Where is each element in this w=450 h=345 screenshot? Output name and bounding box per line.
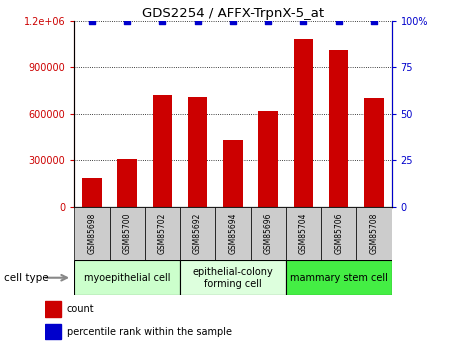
Bar: [294, 39, 313, 207]
Text: GSM85692: GSM85692: [193, 213, 202, 254]
Point: [229, 18, 237, 23]
Bar: [45, 324, 61, 339]
Text: GSM85702: GSM85702: [158, 213, 167, 254]
Point: [335, 18, 342, 23]
Point: [194, 18, 201, 23]
Text: myoepithelial cell: myoepithelial cell: [84, 273, 171, 283]
Bar: [145, 207, 180, 260]
Bar: [45, 301, 61, 317]
Bar: [329, 50, 348, 207]
Bar: [258, 111, 278, 207]
Bar: [74, 207, 109, 260]
Bar: [153, 95, 172, 207]
Text: mammary stem cell: mammary stem cell: [290, 273, 387, 283]
Bar: [356, 207, 392, 260]
Point: [370, 18, 378, 23]
Text: cell type: cell type: [4, 273, 49, 283]
Bar: [251, 207, 286, 260]
Bar: [117, 159, 137, 207]
Text: GSM85704: GSM85704: [299, 213, 308, 255]
Title: GDS2254 / AFFX-TrpnX-5_at: GDS2254 / AFFX-TrpnX-5_at: [142, 7, 324, 20]
Bar: [215, 207, 251, 260]
Bar: [286, 207, 321, 260]
Point: [159, 18, 166, 23]
Bar: [180, 207, 215, 260]
Bar: [180, 260, 286, 295]
Bar: [286, 260, 392, 295]
Text: GSM85694: GSM85694: [228, 213, 238, 255]
Text: GSM85700: GSM85700: [122, 213, 131, 255]
Point: [123, 18, 130, 23]
Bar: [364, 98, 383, 207]
Text: percentile rank within the sample: percentile rank within the sample: [67, 327, 232, 337]
Point: [300, 18, 307, 23]
Point: [88, 18, 95, 23]
Text: GSM85698: GSM85698: [87, 213, 96, 254]
Text: GSM85706: GSM85706: [334, 213, 343, 255]
Bar: [74, 260, 180, 295]
Bar: [109, 207, 145, 260]
Text: GSM85708: GSM85708: [369, 213, 378, 254]
Bar: [223, 140, 243, 207]
Point: [265, 18, 272, 23]
Text: epithelial-colony
forming cell: epithelial-colony forming cell: [193, 267, 273, 288]
Text: count: count: [67, 304, 94, 314]
Bar: [321, 207, 356, 260]
Bar: [82, 177, 102, 207]
Bar: [188, 97, 207, 207]
Text: GSM85696: GSM85696: [264, 213, 273, 255]
